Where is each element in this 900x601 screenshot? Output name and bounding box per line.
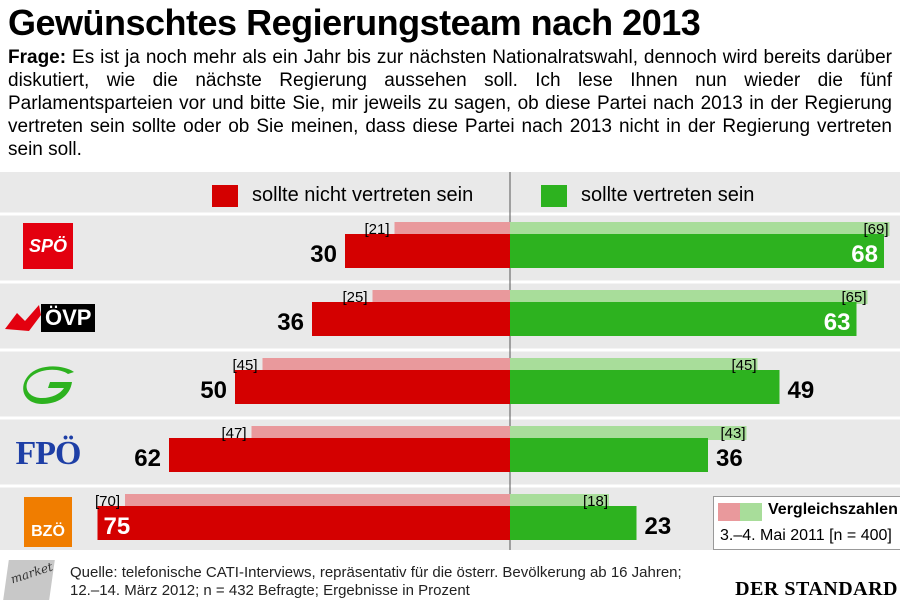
comparison-swatch-red [718, 503, 740, 521]
chart-title: Gewünschtes Regierungsteam nach 2013 [8, 2, 701, 43]
source-line-2: 12.–14. März 2012; n = 432 Befragte; Erg… [70, 582, 470, 599]
publisher-logo: DER STANDARD [735, 578, 898, 600]
comparison-swatch-green [740, 503, 762, 521]
bar-not-bzoe [97, 506, 510, 540]
question-label: Frage: [8, 47, 67, 68]
label-value-not-spoe: 30 [310, 241, 337, 268]
bar-comparison-not-bzoe [125, 494, 510, 508]
label-comparison-not-oevp: [25] [343, 289, 368, 306]
bzoe-logo: BZÖ [0, 492, 96, 552]
legend-item-in-government: sollte vertreten sein [541, 184, 754, 207]
bar-not-gruene [235, 370, 510, 404]
label-value-in-gruene: 49 [788, 377, 815, 404]
bar-not-fpoe [169, 438, 510, 472]
label-comparison-not-gruene: [45] [233, 357, 258, 374]
label-value-not-fpoe: 62 [134, 445, 161, 472]
label-comparison-in-fpoe: [43] [721, 425, 746, 442]
bar-comparison-in-oevp [510, 290, 868, 304]
bar-in-fpoe [510, 438, 708, 472]
bar-in-spoe [510, 234, 884, 268]
bar-comparison-not-fpoe [251, 426, 510, 440]
legend-label-not-in-government: sollte nicht vertreten sein [252, 184, 474, 206]
spoe-logo-box: SPÖ [23, 223, 73, 269]
question-text: Frage: Es ist ja noch mehr als ein Jahr … [8, 46, 892, 161]
gruene-logo [0, 356, 96, 416]
bzoe-logo-text: BZÖ [31, 523, 65, 540]
label-comparison-in-bzoe: [18] [583, 493, 608, 510]
comparison-legend: Vergleichszahlen 3.–4. Mai 2011 [n = 400… [713, 496, 900, 550]
legend: sollte nicht vertreten sein sollte vertr… [0, 184, 900, 214]
label-comparison-in-oevp: [65] [842, 289, 867, 306]
bar-comparison-not-gruene [262, 358, 510, 372]
comparison-label: Vergleichszahlen [768, 501, 898, 518]
label-comparison-in-spoe: [69] [864, 221, 889, 238]
label-comparison-not-spoe: [21] [365, 221, 390, 238]
gruene-logo-icon [23, 366, 74, 404]
label-value-not-oevp: 36 [277, 309, 304, 336]
fpoe-logo-box: FPÖ [15, 435, 82, 473]
oevp-swoosh-icon [5, 305, 41, 331]
oevp-logo-box: ÖVP [3, 301, 96, 335]
label-comparison-in-gruene: [45] [732, 357, 757, 374]
question-body: Es ist ja noch mehr als ein Jahr bis zur… [8, 47, 893, 160]
source-line-1: Quelle: telefonische CATI-Interviews, re… [70, 564, 682, 581]
bar-comparison-not-oevp [372, 290, 510, 304]
oevp-logo-label: ÖVP [41, 304, 96, 332]
legend-label-in-government: sollte vertreten sein [581, 184, 755, 206]
label-value-in-bzoe: 23 [645, 513, 672, 540]
label-comparison-not-fpoe: [47] [222, 425, 247, 442]
bar-comparison-in-fpoe [510, 426, 747, 440]
bar-comparison-not-spoe [394, 222, 510, 236]
bar-in-bzoe [510, 506, 637, 540]
bar-comparison-in-gruene [510, 358, 758, 372]
bar-comparison-in-spoe [510, 222, 890, 236]
legend-item-not-in-government: sollte nicht vertreten sein [212, 184, 473, 207]
label-value-not-gruene: 50 [200, 377, 227, 404]
spoe-logo-text: SPÖ [28, 235, 67, 256]
label-value-in-oevp: 63 [824, 309, 851, 336]
bar-not-spoe [345, 234, 510, 268]
label-value-in-fpoe: 36 [716, 445, 743, 472]
legend-swatch-green [541, 184, 567, 207]
label-value-not-bzoe: 75 [104, 513, 131, 540]
oevp-logo-text: ÖVP [45, 305, 92, 330]
legend-swatch-red [212, 184, 238, 207]
footer: market Quelle: telefonische CATI-Intervi… [0, 552, 900, 600]
spoe-logo: SPÖ [0, 216, 96, 276]
comparison-date: 3.–4. Mai 2011 [n = 400] [720, 527, 892, 544]
oevp-logo: ÖVP [0, 288, 96, 348]
source-note: Quelle: telefonische CATI-Interviews, re… [70, 564, 682, 600]
bzoe-logo-box: BZÖ [24, 497, 72, 547]
bar-comparison-in-bzoe [510, 494, 609, 508]
bar-in-gruene [510, 370, 780, 404]
bar-not-oevp [312, 302, 510, 336]
label-comparison-not-bzoe: [70] [95, 493, 120, 510]
label-value-in-spoe: 68 [851, 241, 878, 268]
fpoe-logo-text: FPÖ [15, 435, 82, 472]
fpoe-logo: FPÖ [0, 424, 96, 484]
bar-in-oevp [510, 302, 857, 336]
